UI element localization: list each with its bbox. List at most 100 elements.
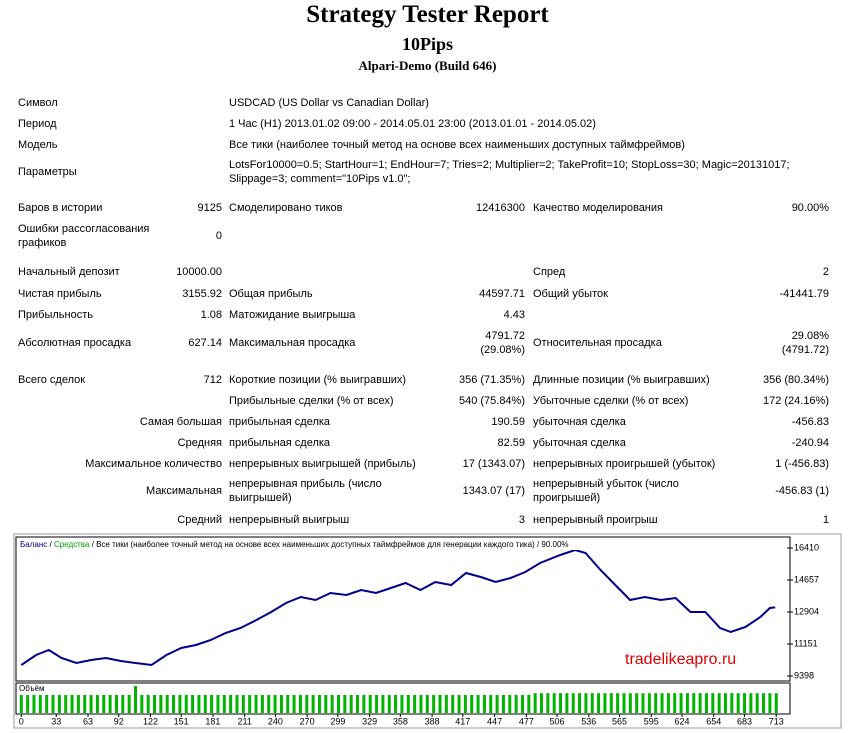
cell-text: непрерывный убыток (число проигрышей) xyxy=(533,478,679,504)
volume-bar xyxy=(57,695,61,713)
plot-area xyxy=(15,536,791,682)
volume-bar xyxy=(444,695,448,713)
volume-bar xyxy=(679,693,683,713)
volume-bar xyxy=(666,693,670,713)
y-tick-label: 11151 xyxy=(794,638,818,648)
row-value: 540 (75.84%) xyxy=(445,386,525,416)
volume-bar xyxy=(527,695,531,713)
volume-bar xyxy=(723,693,727,713)
row-label: непрерывный проигрыш xyxy=(533,505,728,535)
legend-separator: / xyxy=(49,540,52,549)
volume-bar xyxy=(76,695,80,713)
row-label: Короткие позиции (% выигравших) xyxy=(229,365,424,395)
volume-bar xyxy=(482,695,486,713)
volume-bar xyxy=(400,695,404,713)
volume-bar xyxy=(153,695,157,713)
volume-bar xyxy=(343,695,347,713)
volume-bar xyxy=(51,695,55,713)
volume-bar xyxy=(654,693,658,713)
row-label: 1 Час (H1) 2013.01.02 09:00 - 2014.05.01… xyxy=(229,109,804,139)
x-tick-label: 299 xyxy=(330,716,345,726)
cell-text: -456.83 (1) xyxy=(775,485,829,497)
volume-bar xyxy=(191,695,195,713)
row-label: прибыльная сделка xyxy=(229,407,424,437)
volume-bar xyxy=(559,693,563,713)
volume-bar xyxy=(635,693,639,713)
volume-bar xyxy=(210,695,214,713)
row-value: 1343.07 (17) xyxy=(445,476,525,506)
cell-text: Длинные позиции (% выигравших) xyxy=(533,374,710,386)
volume-bar xyxy=(114,695,118,713)
cell-text: Максимальная просадка xyxy=(229,337,356,349)
row-label: Начальный депозит xyxy=(18,257,163,287)
volume-bar xyxy=(311,695,315,713)
legend-bg xyxy=(17,538,637,550)
volume-bar xyxy=(267,695,271,713)
row-value: 1 (-456.83) xyxy=(749,449,829,479)
volume-bar xyxy=(571,693,575,713)
row-value: -41441.79 xyxy=(749,279,829,309)
y-tick-label: 9398 xyxy=(794,670,814,680)
row-label: Качество моделирования xyxy=(533,193,728,223)
volume-bar xyxy=(254,695,258,713)
volume-bar xyxy=(495,695,499,713)
cell-text: прибыльная сделка xyxy=(229,416,331,428)
row-value: 2 xyxy=(749,257,829,287)
cell-text: Начальный депозит xyxy=(18,266,120,278)
cell-text: убыточная сделка xyxy=(533,416,626,428)
volume-bar xyxy=(305,695,309,713)
volume-bar xyxy=(356,695,360,713)
cell-text: 4.43 xyxy=(503,309,525,321)
cell-text: Абсолютная просадка xyxy=(18,337,132,349)
volume-bar xyxy=(203,695,207,713)
volume-bar xyxy=(19,695,23,713)
row-label: Чистая прибыль xyxy=(18,279,163,309)
row-label: Спред xyxy=(533,257,728,287)
cell-text: 90.00% xyxy=(791,202,829,214)
row-value: 356 (80.34%) xyxy=(749,365,829,395)
cell-text: Модель xyxy=(18,139,58,151)
volume-bar xyxy=(736,693,740,713)
volume-bar xyxy=(235,695,239,713)
row-label: Убыточные сделки (% от всех) xyxy=(533,386,728,416)
volume-bar xyxy=(489,695,493,713)
volume-bar xyxy=(546,693,550,713)
volume-bar xyxy=(419,695,423,713)
row-label: Все тики (наиболее точный метод на основ… xyxy=(229,130,804,160)
cell-text: 4791.72 (29.08%) xyxy=(480,330,525,356)
volume-bar xyxy=(279,695,283,713)
x-tick-label: 683 xyxy=(737,716,752,726)
volume-bar xyxy=(565,693,569,713)
row-label: Символ xyxy=(18,88,163,118)
volume-label: Объём xyxy=(19,684,45,693)
row-label: Общая прибыль xyxy=(229,279,424,309)
x-tick-label: 92 xyxy=(114,716,124,726)
cell-text: 82.59 xyxy=(497,437,525,449)
row-value: Средняя xyxy=(22,428,222,458)
x-tick-label: 211 xyxy=(238,716,252,726)
volume-bar xyxy=(540,693,544,713)
x-tick-label: 595 xyxy=(644,716,659,726)
cell-text: непрерывных проигрышей (убыток) xyxy=(533,458,716,470)
volume-bar xyxy=(368,695,372,713)
row-label: непрерывный убыток (число проигрышей) xyxy=(533,476,728,506)
row-label: Баров в истории xyxy=(18,193,163,223)
cell-text: Общий убыток xyxy=(533,288,608,300)
volume-bar xyxy=(197,695,201,713)
volume-bar xyxy=(628,693,632,713)
cell-text: Прибыльные сделки (% от всех) xyxy=(229,395,394,407)
volume-bar xyxy=(273,695,277,713)
row-label: непрерывных выигрышей (прибыль) xyxy=(229,449,424,479)
x-tick-label: 151 xyxy=(174,716,189,726)
volume-bar xyxy=(330,695,334,713)
volume-bar xyxy=(127,695,131,713)
row-value: 627.14 xyxy=(22,328,222,358)
balance-line xyxy=(20,548,776,667)
row-value: 82.59 xyxy=(445,428,525,458)
volume-bar xyxy=(336,695,340,713)
volume-bar xyxy=(578,693,582,713)
volume-bar xyxy=(438,695,442,713)
volume-bar xyxy=(381,695,385,713)
cell-text: непрерывных выигрышей (прибыль) xyxy=(229,458,416,470)
